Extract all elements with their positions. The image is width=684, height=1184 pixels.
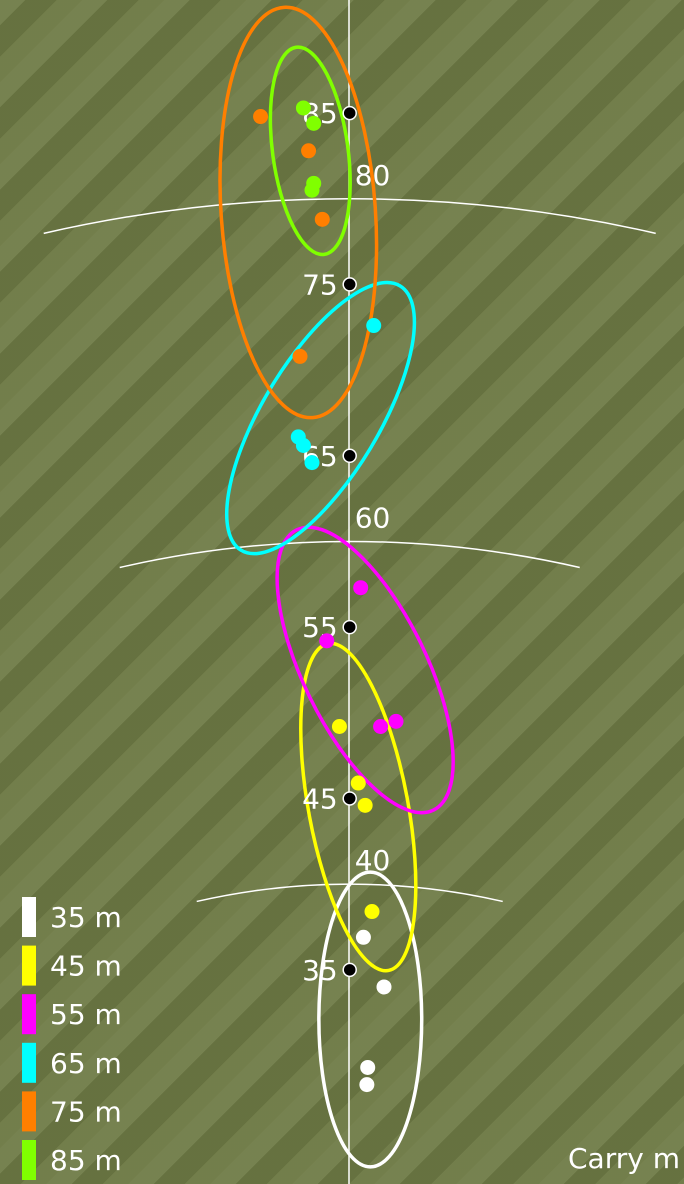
shot [376, 979, 392, 995]
shot [304, 455, 320, 471]
legend-swatch [22, 1042, 36, 1083]
arc-label: 60 [355, 501, 391, 534]
y-tick-label: 35 [302, 954, 338, 987]
tick-dot [342, 791, 357, 806]
y-tick-label: 75 [302, 268, 338, 301]
shot [306, 115, 322, 131]
legend-label: 75 m [50, 1095, 122, 1128]
shot [295, 100, 311, 116]
shot [373, 719, 389, 735]
shot [331, 719, 347, 735]
tick-dot [342, 105, 357, 121]
shot [319, 633, 335, 649]
legend-label: 35 m [50, 901, 122, 934]
shot [314, 211, 330, 227]
dispersion-ellipse [317, 870, 424, 1169]
shot [364, 904, 380, 920]
dispersion-ellipse [218, 5, 379, 420]
shot [353, 580, 369, 596]
legend-label: 65 m [50, 1047, 122, 1080]
tick-dot [342, 448, 357, 464]
shot [357, 797, 373, 813]
legend-swatch [22, 1140, 36, 1180]
legend-swatch [22, 897, 36, 937]
legend-label: 45 m [50, 950, 122, 983]
dispersion-ellipse [224, 280, 417, 556]
dispersion-ellipse [268, 45, 352, 257]
y-tick-label: 45 [302, 782, 338, 815]
shot [359, 1077, 375, 1093]
shot [355, 929, 371, 945]
shot [304, 182, 320, 198]
tick-dot [342, 962, 357, 978]
shot [292, 348, 308, 364]
legend-swatch [22, 945, 36, 986]
shot [388, 713, 404, 729]
legend-label: 85 m [50, 1144, 122, 1177]
shot [301, 143, 317, 159]
legend-swatch [22, 1091, 36, 1132]
axis-label: Carry m [568, 1142, 680, 1175]
dispersion-ellipse [275, 525, 455, 815]
shot [295, 437, 311, 453]
shot [366, 318, 382, 334]
distance-arc [119, 540, 580, 569]
legend-label: 55 m [50, 998, 122, 1031]
legend-swatch [22, 994, 36, 1035]
tick-dot [342, 277, 357, 292]
shot [360, 1059, 376, 1075]
shot [350, 775, 366, 791]
shot [253, 109, 269, 125]
tick-dot [342, 619, 357, 635]
